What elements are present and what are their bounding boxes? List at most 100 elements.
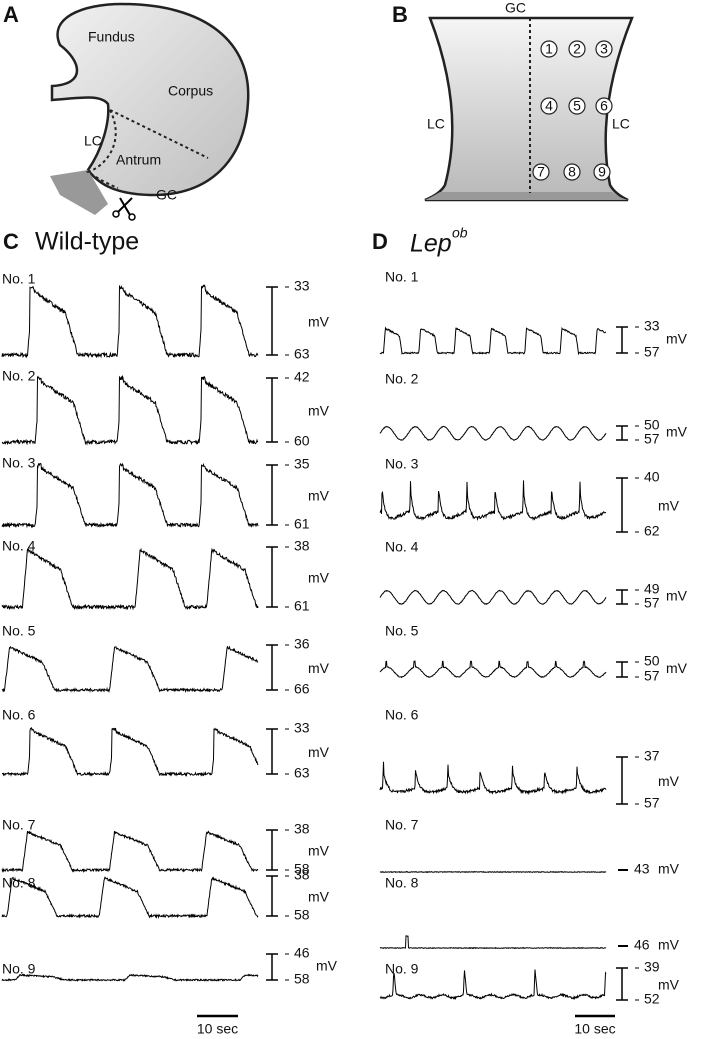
unit-label: mV: [308, 744, 330, 760]
trace-label: No. 3: [2, 455, 36, 471]
unit-label: mV: [666, 331, 688, 347]
unit-label: mV: [308, 843, 330, 859]
region-label: Corpus: [168, 83, 213, 99]
scale-value: 57: [644, 795, 660, 811]
voltage-trace: [379, 660, 607, 679]
unit-label: mV: [308, 570, 330, 586]
voltage-trace: [379, 969, 607, 1001]
trace-label: No. 2: [385, 371, 419, 387]
level-label: 46: [634, 937, 650, 953]
time-scale-label: 10 sec: [197, 1021, 238, 1037]
panel-label: B: [392, 2, 408, 27]
unit-label: mV: [658, 498, 680, 514]
trace-label: No. 4: [385, 539, 419, 555]
voltage-trace: [379, 589, 607, 605]
scale-value: 39: [644, 959, 660, 975]
voltage-trace: [1, 830, 259, 874]
scale-value: 37: [644, 748, 660, 764]
trace-label: No. 9: [2, 961, 36, 977]
site-number: 9: [598, 164, 606, 180]
trace-label: No. 5: [2, 623, 36, 639]
trace-label: No. 7: [385, 817, 419, 833]
unit-label: mV: [308, 889, 330, 905]
site-marker: [568, 97, 586, 115]
trace-label: No. 1: [385, 269, 419, 285]
voltage-trace: [379, 761, 607, 795]
trace-label: No. 2: [2, 368, 36, 384]
scale-value: 57: [644, 431, 660, 447]
scale-value: 50: [644, 417, 660, 433]
voltage-trace: [379, 870, 607, 874]
region-label: Antrum: [116, 152, 161, 168]
unit-label: mV: [658, 977, 680, 993]
scale-value: 42: [294, 369, 310, 385]
time-scale-label: 10 sec: [574, 1021, 615, 1037]
unit-label: mV: [666, 660, 688, 676]
site-number: 2: [573, 41, 581, 57]
unit-label: mV: [666, 424, 688, 440]
scale-value: 58: [294, 971, 310, 987]
scale-value: 50: [644, 653, 660, 669]
voltage-trace: [1, 645, 259, 694]
unit-label: mV: [666, 588, 688, 604]
panel-title-superscript: ob: [452, 225, 468, 241]
scale-value: 66: [294, 681, 310, 697]
level-label: 43: [634, 861, 650, 877]
site-number: 6: [600, 98, 608, 114]
panel-label: D: [372, 229, 388, 254]
trace-label: No. 9: [385, 961, 419, 977]
voltage-trace: [1, 727, 259, 778]
scale-value: 49: [644, 581, 660, 597]
unit-label: mV: [658, 861, 680, 877]
voltage-trace: [379, 480, 607, 522]
region-label: LC: [84, 133, 102, 149]
scale-value: 61: [294, 516, 310, 532]
scale-value: 63: [294, 765, 310, 781]
panel-title: Lep: [410, 230, 452, 258]
scale-value: 38: [294, 538, 310, 554]
voltage-trace: [1, 374, 259, 446]
scale-value: 33: [294, 720, 310, 736]
site-marker: [563, 163, 581, 181]
scale-value: 38: [294, 867, 310, 883]
scale-value: 60: [294, 433, 310, 449]
trace-label: No. 7: [2, 817, 36, 833]
unit-label: mV: [308, 488, 330, 504]
voltage-trace: [1, 547, 259, 611]
scale-value: 57: [644, 595, 660, 611]
voltage-trace: [1, 876, 259, 920]
antrum-diagram: [424, 16, 634, 202]
scale-value: 58: [294, 861, 310, 877]
region-label: LC: [427, 116, 445, 132]
unit-label: mV: [316, 958, 338, 974]
panel-title: Wild-type: [35, 228, 139, 256]
region-label: Fundus: [88, 29, 135, 45]
trace-label: No. 8: [385, 875, 419, 891]
stomach-diagram: [50, 2, 250, 221]
site-number: 5: [573, 98, 581, 114]
voltage-trace: [1, 284, 259, 359]
site-marker: [593, 163, 611, 181]
trace-label: No. 1: [2, 271, 36, 287]
scale-value: 61: [294, 598, 310, 614]
trace-label: No. 3: [385, 456, 419, 472]
trace-label: No. 6: [385, 707, 419, 723]
region-label: GC: [156, 187, 177, 203]
unit-label: mV: [658, 937, 680, 953]
scale-value: 38: [294, 821, 310, 837]
scale-value: 36: [294, 636, 310, 652]
site-marker: [532, 163, 550, 181]
unit-label: mV: [308, 660, 330, 676]
site-number: 8: [568, 164, 576, 180]
site-number: 3: [600, 41, 608, 57]
scale-value: 35: [294, 456, 310, 472]
region-label: GC: [505, 0, 526, 16]
trace-label: No. 5: [385, 623, 419, 639]
scale-value: 57: [644, 668, 660, 684]
unit-label: mV: [658, 773, 680, 789]
voltage-trace: [379, 326, 607, 356]
site-marker: [540, 40, 558, 58]
region-label: LC: [612, 116, 630, 132]
unit-label: mV: [308, 314, 330, 330]
